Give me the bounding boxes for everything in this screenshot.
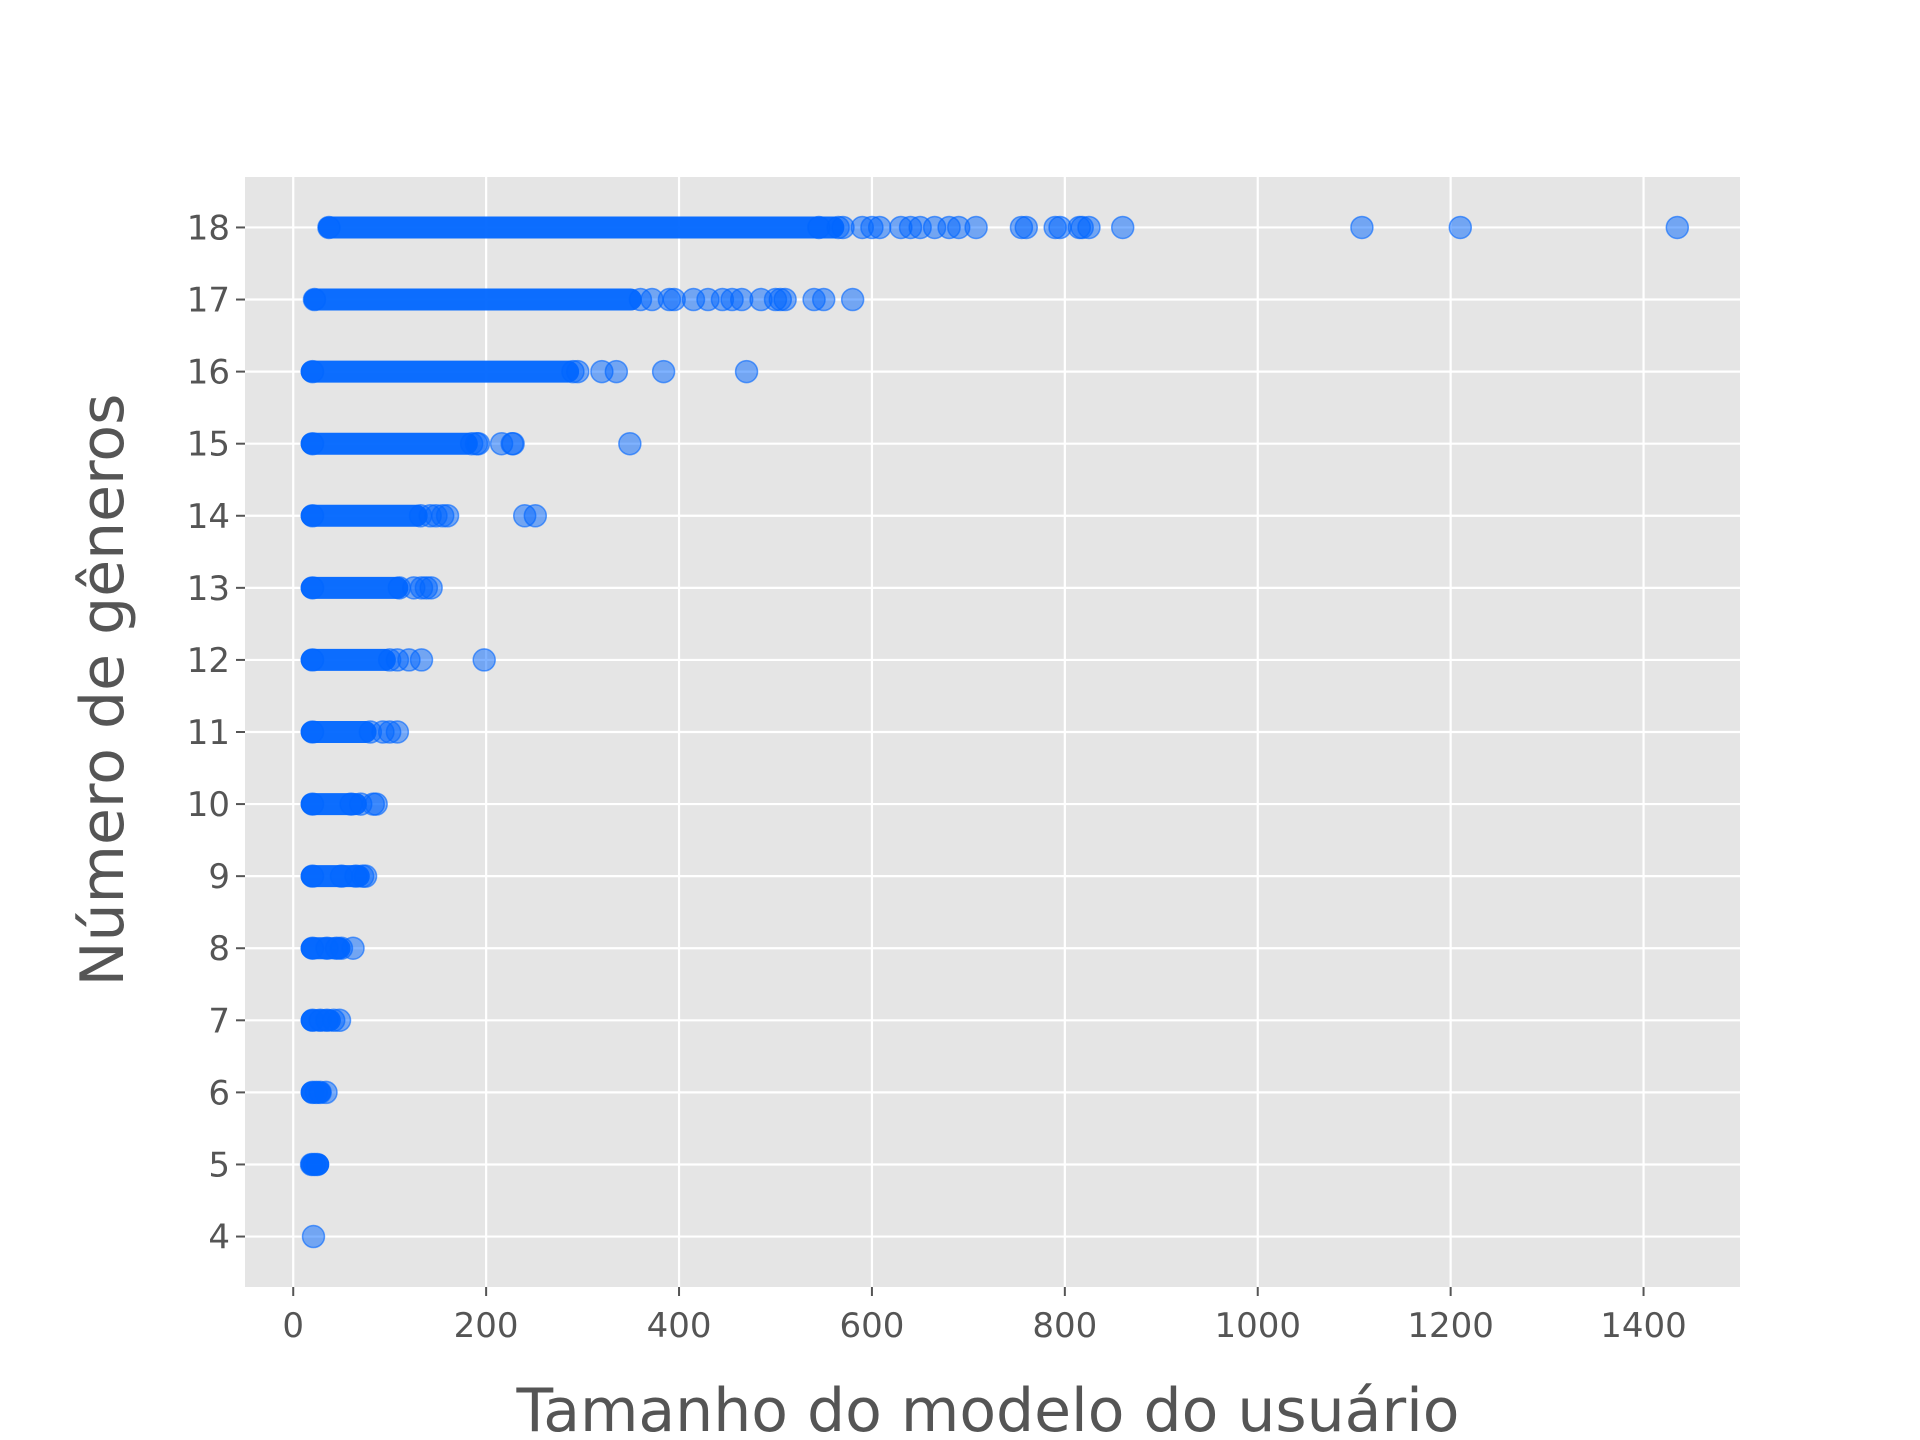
x-tick-label: 1400 xyxy=(1600,1306,1687,1346)
y-tick-label: 9 xyxy=(208,857,230,897)
data-point xyxy=(300,648,325,672)
data-point xyxy=(435,504,460,528)
data-point xyxy=(300,431,325,456)
dense-point-cluster xyxy=(300,576,409,599)
y-tick-label: 8 xyxy=(208,929,230,969)
y-tick-label: 10 xyxy=(187,785,230,825)
x-tick-label: 1200 xyxy=(1407,1306,1494,1346)
data-point xyxy=(385,720,410,744)
data-point xyxy=(419,576,443,600)
data-point xyxy=(618,431,642,456)
data-point xyxy=(1448,215,1473,240)
y-tick-label: 4 xyxy=(208,1218,230,1258)
y-tick-label: 14 xyxy=(187,497,230,537)
data-point xyxy=(300,720,325,744)
y-tick-label: 6 xyxy=(208,1073,230,1113)
data-point xyxy=(1665,215,1690,240)
dense-point-cluster xyxy=(317,216,845,239)
y-tick-label: 12 xyxy=(187,641,230,681)
data-point xyxy=(300,576,325,600)
x-tick-label: 0 xyxy=(282,1306,304,1346)
data-point xyxy=(300,792,325,816)
y-tick-label: 17 xyxy=(187,281,230,321)
y-tick-label: 7 xyxy=(208,1001,230,1041)
data-point xyxy=(840,287,865,312)
data-point xyxy=(302,287,327,312)
data-points xyxy=(299,215,1690,1249)
data-point xyxy=(964,215,988,240)
data-point xyxy=(341,936,365,960)
data-point xyxy=(466,431,491,456)
data-point xyxy=(651,359,676,384)
y-tick-label: 11 xyxy=(187,713,230,753)
data-point xyxy=(1350,215,1374,240)
y-axis-ticks: 4 5 6 7 8 9 10 11 12 13 14 15 16 17 18 xyxy=(187,208,245,1258)
data-point xyxy=(301,1224,326,1249)
y-tick-label: 16 xyxy=(187,353,230,393)
data-point xyxy=(734,359,759,384)
data-point xyxy=(604,359,629,384)
y-tick-label: 18 xyxy=(187,208,230,248)
y-tick-label: 15 xyxy=(187,425,230,465)
data-point xyxy=(353,864,378,888)
data-point xyxy=(317,215,341,240)
data-point xyxy=(773,287,797,312)
data-point xyxy=(472,648,496,672)
x-axis-label: Tamanho do modelo do usuário xyxy=(515,1376,1459,1440)
data-point xyxy=(300,359,325,384)
x-tick-label: 600 xyxy=(839,1306,904,1346)
data-point xyxy=(305,1152,330,1177)
data-point xyxy=(364,792,388,816)
x-tick-label: 1000 xyxy=(1214,1306,1301,1346)
data-point xyxy=(1014,215,1039,240)
y-axis-label: Número de gêneros xyxy=(68,394,138,987)
data-point xyxy=(409,648,434,672)
data-point xyxy=(327,1008,352,1033)
data-point xyxy=(811,287,836,312)
dense-point-cluster xyxy=(303,288,642,311)
data-point xyxy=(300,864,325,888)
dense-point-cluster xyxy=(300,648,396,671)
data-point xyxy=(314,1080,338,1105)
y-tick-label: 5 xyxy=(208,1145,230,1185)
data-point xyxy=(1110,215,1135,240)
dense-point-cluster xyxy=(300,504,428,527)
dense-point-cluster xyxy=(300,432,478,455)
dense-point-cluster xyxy=(300,360,580,383)
data-point xyxy=(300,504,325,528)
data-point xyxy=(1077,215,1101,240)
data-point xyxy=(523,504,548,528)
y-tick-label: 13 xyxy=(187,569,230,609)
data-point xyxy=(501,431,525,456)
data-point xyxy=(867,215,892,240)
x-tick-label: 800 xyxy=(1032,1306,1097,1346)
data-point xyxy=(566,359,590,384)
x-axis-ticks: 0 200 400 600 800 1000 1200 1400 xyxy=(282,1287,1687,1346)
x-tick-label: 400 xyxy=(647,1306,712,1346)
grid-lines xyxy=(245,177,1740,1287)
x-tick-label: 200 xyxy=(454,1306,519,1346)
